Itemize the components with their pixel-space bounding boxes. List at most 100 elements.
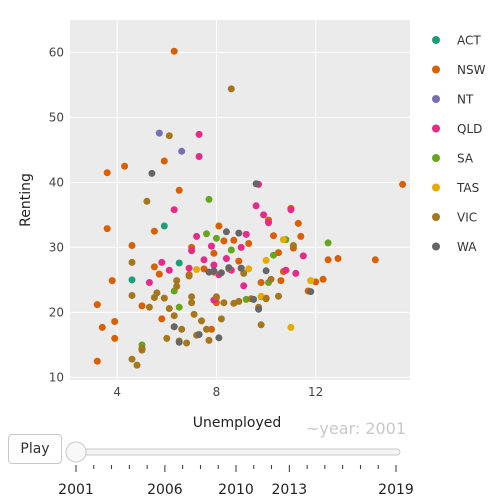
data-point bbox=[235, 257, 243, 265]
data-point bbox=[121, 162, 129, 170]
series-tas bbox=[193, 236, 315, 331]
slider-handle[interactable] bbox=[65, 441, 87, 463]
data-point bbox=[128, 258, 136, 266]
data-point bbox=[143, 197, 151, 205]
data-point bbox=[252, 180, 260, 188]
legend-item-sa[interactable]: SA bbox=[432, 152, 474, 166]
data-point bbox=[170, 323, 178, 331]
slider-tick-label[interactable]: 2019 bbox=[378, 482, 414, 498]
series-qld bbox=[145, 130, 307, 304]
data-point bbox=[165, 132, 173, 140]
data-point bbox=[165, 305, 173, 312]
data-point bbox=[165, 266, 173, 274]
y-tick-label: 50 bbox=[49, 110, 64, 124]
legend-item-act[interactable]: ACT bbox=[432, 34, 481, 48]
data-point bbox=[103, 225, 111, 233]
data-point bbox=[262, 295, 270, 303]
data-point bbox=[138, 346, 146, 354]
data-point bbox=[212, 234, 220, 242]
legend-marker bbox=[432, 242, 440, 251]
data-point bbox=[235, 229, 243, 237]
data-point bbox=[173, 277, 181, 285]
legend-item-wa[interactable]: WA bbox=[432, 240, 477, 254]
data-point bbox=[324, 239, 332, 247]
data-point bbox=[188, 247, 196, 255]
legend-item-tas[interactable]: TAS bbox=[432, 181, 479, 195]
data-point bbox=[237, 264, 245, 272]
legend-marker bbox=[432, 183, 440, 192]
data-point bbox=[225, 264, 233, 272]
data-point bbox=[193, 266, 201, 273]
data-point bbox=[262, 256, 270, 264]
data-point bbox=[153, 289, 161, 297]
data-point bbox=[160, 157, 168, 165]
data-point bbox=[212, 293, 220, 301]
series-wa bbox=[148, 169, 315, 346]
data-point bbox=[178, 147, 186, 155]
legend-label: TAS bbox=[456, 181, 479, 195]
slider-tick-label[interactable]: 2013 bbox=[272, 482, 308, 498]
legend-label: ACT bbox=[457, 34, 481, 48]
slider-tick-label[interactable]: 2001 bbox=[58, 482, 94, 498]
data-point bbox=[235, 297, 243, 305]
data-point bbox=[198, 317, 205, 325]
data-point bbox=[183, 339, 191, 347]
data-point bbox=[294, 219, 302, 227]
data-point bbox=[195, 153, 203, 160]
data-point bbox=[222, 228, 230, 236]
data-point bbox=[98, 323, 106, 331]
year-slider[interactable]: 2001 2006 2010 2013 2019 bbox=[58, 441, 414, 498]
data-point bbox=[215, 222, 223, 230]
slider-tick-label[interactable]: 2010 bbox=[218, 482, 254, 498]
data-points bbox=[93, 47, 407, 369]
legend-marker bbox=[432, 213, 440, 221]
legend-marker bbox=[432, 65, 440, 74]
legend-marker bbox=[432, 124, 440, 133]
data-point bbox=[170, 47, 178, 55]
data-point bbox=[220, 237, 228, 245]
legend-item-qld[interactable]: QLD bbox=[432, 122, 482, 136]
y-tick-label: 10 bbox=[49, 370, 64, 384]
data-point bbox=[287, 206, 295, 214]
data-point bbox=[210, 249, 218, 257]
legend-item-nt[interactable]: NT bbox=[432, 93, 474, 107]
data-point bbox=[262, 267, 270, 275]
play-button[interactable]: Play bbox=[8, 434, 62, 464]
data-point bbox=[185, 272, 193, 280]
data-point bbox=[188, 299, 196, 307]
data-point bbox=[222, 255, 230, 262]
data-point bbox=[215, 334, 223, 342]
series-nsw bbox=[93, 47, 407, 365]
data-point bbox=[205, 336, 213, 344]
data-point bbox=[145, 303, 153, 311]
slider-tick-label[interactable]: 2006 bbox=[147, 482, 183, 498]
data-point bbox=[270, 251, 277, 259]
legend-item-nsw[interactable]: NSW bbox=[432, 63, 486, 77]
data-point bbox=[282, 266, 290, 274]
data-point bbox=[255, 305, 263, 313]
data-point bbox=[185, 264, 193, 272]
legend-item-vic[interactable]: VIC bbox=[432, 211, 477, 225]
data-point bbox=[188, 293, 196, 301]
current-year-label: ~year: 2001 bbox=[306, 419, 406, 438]
grid bbox=[70, 20, 410, 380]
data-point bbox=[270, 232, 277, 240]
data-point bbox=[200, 265, 208, 273]
data-point bbox=[267, 275, 275, 283]
data-point bbox=[175, 259, 183, 267]
slider-track[interactable] bbox=[71, 448, 401, 456]
y-tick-label: 60 bbox=[49, 45, 64, 59]
data-point bbox=[93, 301, 101, 309]
data-point bbox=[193, 232, 201, 240]
plot-background bbox=[70, 20, 410, 380]
data-point bbox=[257, 279, 265, 286]
y-tick-label: 20 bbox=[49, 305, 64, 319]
legend-label: NT bbox=[457, 93, 474, 107]
data-point bbox=[217, 315, 225, 323]
data-point bbox=[145, 279, 153, 286]
data-point bbox=[260, 211, 268, 219]
data-point bbox=[279, 236, 287, 244]
series-act bbox=[128, 222, 183, 284]
data-point bbox=[190, 310, 198, 318]
